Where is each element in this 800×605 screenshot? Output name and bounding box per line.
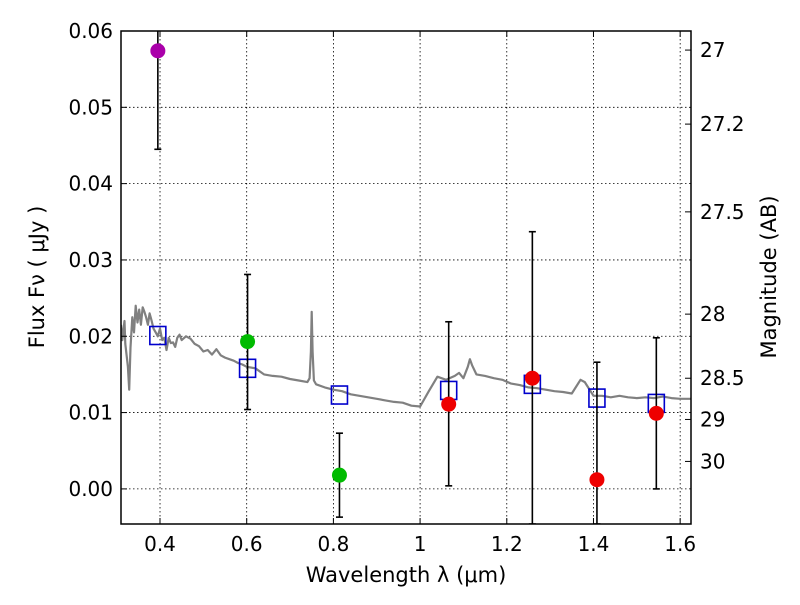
y-tick-label: 0.05 xyxy=(68,95,113,119)
y-tick-label: 0.00 xyxy=(68,477,113,501)
spectrum-line xyxy=(121,304,691,408)
right-tick-label: 29 xyxy=(700,407,725,431)
right-tick-label: 28.5 xyxy=(700,366,745,390)
measurement-point xyxy=(648,405,664,421)
y-tick-label: 0.01 xyxy=(68,401,113,425)
right-tick-label: 30 xyxy=(700,449,725,473)
right-tick-label: 28 xyxy=(700,302,725,326)
measurement-point xyxy=(524,370,540,386)
x-tick-label: 1 xyxy=(414,532,427,556)
right-tick-label: 27.2 xyxy=(700,112,745,136)
x-tick-label: 1.6 xyxy=(664,532,696,556)
y-axis-title: Flux Fν ( μJy ) xyxy=(25,206,49,349)
grid xyxy=(121,30,691,524)
plot-frame xyxy=(120,30,692,525)
x-axis-title: Wavelength λ (μm) xyxy=(306,563,507,587)
y-tick-label: 0.04 xyxy=(68,172,113,196)
y-tick-label: 0.06 xyxy=(68,19,113,43)
x-tick-label: 0.8 xyxy=(317,532,349,556)
y-tick-label: 0.03 xyxy=(68,248,113,272)
measurement-point xyxy=(331,467,347,483)
x-tick-label: 0.4 xyxy=(144,532,176,556)
measurement-point xyxy=(589,472,605,488)
model-photometry-square xyxy=(149,325,167,346)
x-tick-label: 1.2 xyxy=(491,532,523,556)
plot-content xyxy=(121,31,691,524)
measurement-point xyxy=(150,43,166,59)
measurement-point xyxy=(441,396,457,412)
x-tick-label: 0.6 xyxy=(231,532,263,556)
measurement-point xyxy=(240,334,256,350)
x-tick-label: 1.4 xyxy=(578,532,610,556)
right-axis-title: Magnitude (AB) xyxy=(757,195,781,358)
right-tick-label: 27.5 xyxy=(700,200,745,224)
plot-area xyxy=(121,31,691,524)
axes: 0.4 0.6 0.8 1 1.2 1.4 1.6 0.00 0.01 0.02 0.03 0.04 0… xyxy=(68,19,744,556)
right-tick-label: 27 xyxy=(700,38,725,62)
y-tick-label: 0.02 xyxy=(68,324,113,348)
model-photometry-square xyxy=(330,385,349,405)
